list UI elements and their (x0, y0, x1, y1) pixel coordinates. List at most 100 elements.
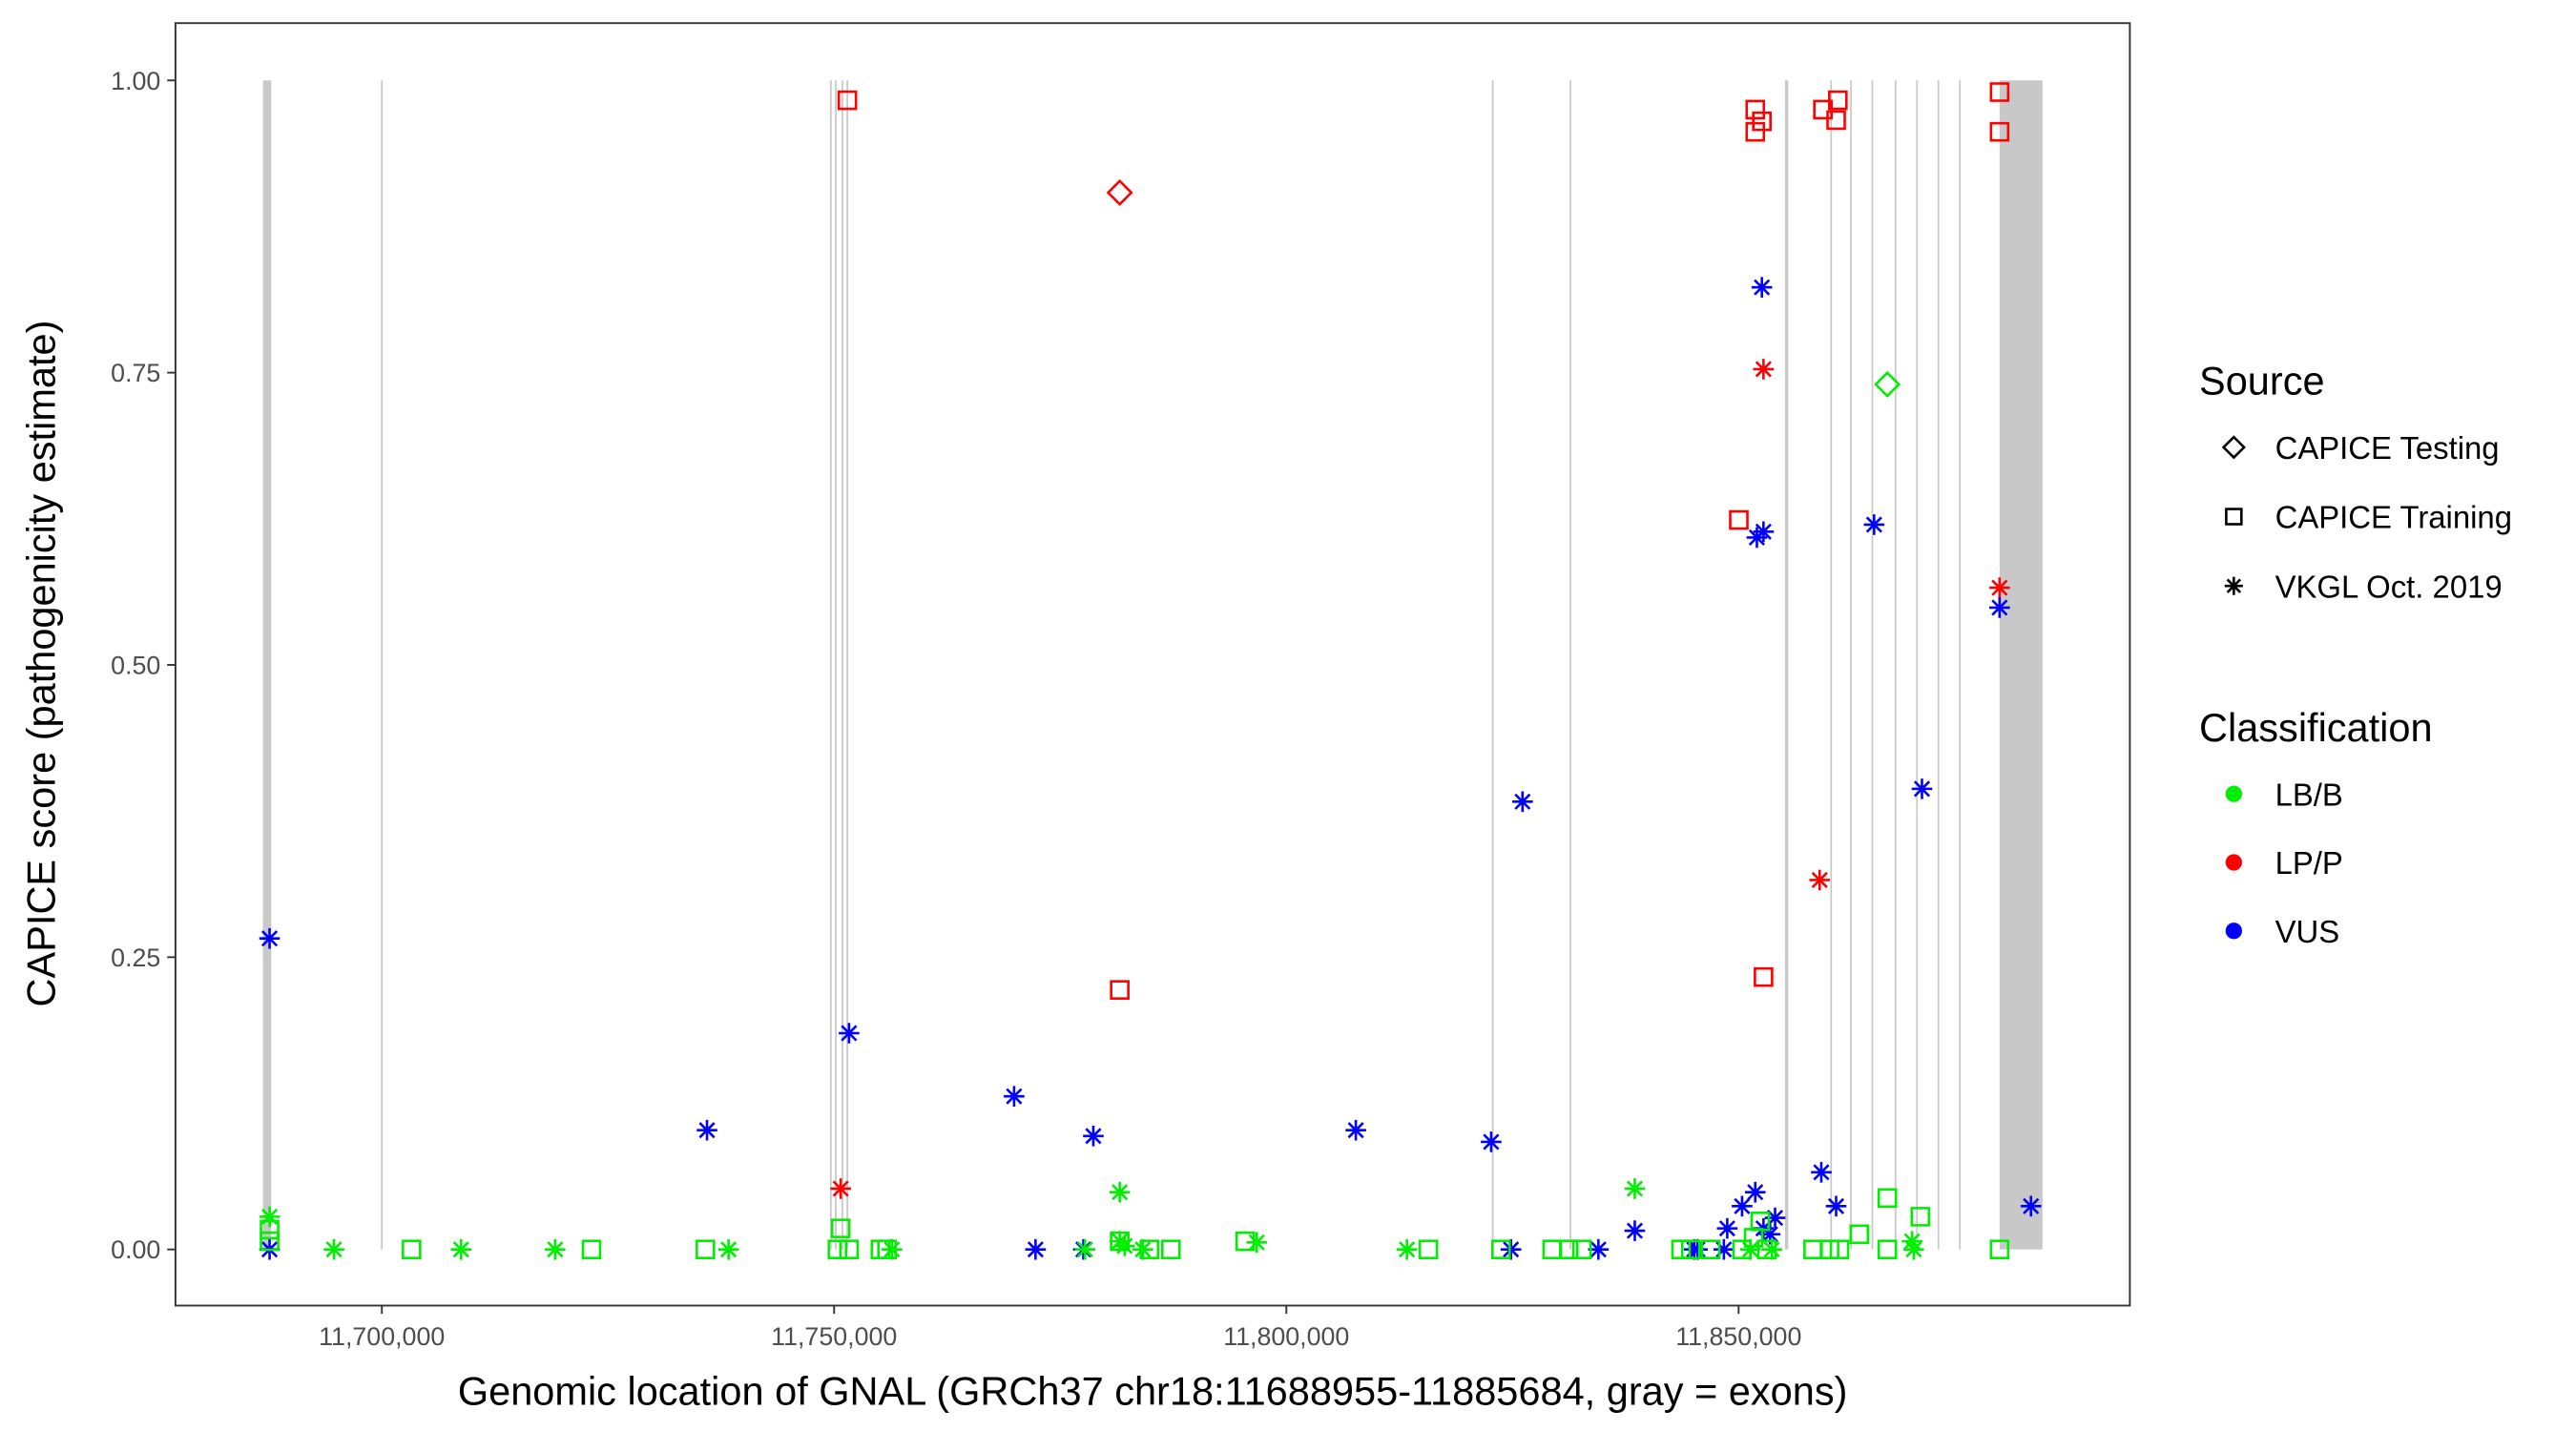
y-tick-label: 1.00 (111, 67, 160, 95)
data-point-training-lbb (1700, 1239, 1721, 1259)
y-tick-label: 0.75 (111, 359, 160, 387)
data-point-vkgl-lbb (882, 1238, 903, 1260)
data-point-vkgl-vus (1753, 521, 1775, 543)
exon-band (262, 80, 272, 1250)
exon-band (1850, 80, 1852, 1250)
data-point-training-lpp (837, 90, 858, 111)
data-point-vkgl-vus (1753, 1217, 1775, 1239)
exon-band (829, 80, 832, 1250)
data-point-training-lbb (827, 1239, 848, 1259)
data-point-training-lbb (877, 1239, 898, 1259)
data-point-training-lbb (1910, 1207, 1931, 1227)
data-point-vkgl-lbb (1903, 1238, 1924, 1260)
data-point-vkgl-vus (1911, 778, 1933, 799)
data-point-vkgl-lbb (323, 1238, 344, 1260)
data-point-vkgl-vus (1500, 1238, 1522, 1260)
y-tick-label: 0.00 (111, 1235, 160, 1264)
data-point-training-lpp (1729, 509, 1749, 530)
data-point-training-lbb (1680, 1239, 1701, 1259)
data-point-vkgl-lbb (1132, 1238, 1153, 1260)
data-point-training-lbb (1571, 1239, 1592, 1259)
data-point-vkgl-vus (1751, 277, 1773, 298)
data-point-vkgl-lbb (1396, 1238, 1418, 1260)
x-axis-title: Genomic location of GNAL (GRCh37 chr18:1… (458, 1368, 1848, 1413)
data-point-training-lbb (839, 1239, 860, 1259)
data-point-training-lbb (1671, 1239, 1692, 1259)
data-point-vkgl-vus (696, 1119, 717, 1141)
data-point-training-lbb (402, 1239, 422, 1259)
data-point-training-lpp (1989, 82, 2010, 102)
data-point-vkgl-vus (1744, 1181, 1766, 1203)
data-point-training-lpp (1754, 966, 1774, 987)
data-point-vkgl-vus (1624, 1220, 1646, 1241)
exon-band (1959, 80, 1962, 1250)
data-points (259, 82, 2042, 1260)
data-point-vkgl-vus (1732, 1195, 1753, 1217)
legend-circle-icon (2225, 785, 2242, 802)
data-point-training-lbb (1161, 1239, 1181, 1259)
data-point-training-lbb (1756, 1239, 1777, 1259)
legend-square-icon (2225, 508, 2243, 526)
data-point-training-lbb (1750, 1211, 1771, 1232)
data-point-vkgl-vus (1512, 791, 1533, 813)
data-point-vkgl-lbb (717, 1238, 739, 1260)
x-tick-label: 11,800,000 (1223, 1322, 1349, 1351)
y-tick-label: 0.50 (111, 651, 160, 679)
x-axis: 11,700,000 11,750,000 11,800,000 11,850,000 (319, 1305, 1801, 1351)
data-point-training-lpp (1752, 111, 1772, 132)
y-axis: 0.00 0.25 0.50 0.75 1.00 (111, 67, 176, 1264)
data-point-training-lbb (1558, 1239, 1579, 1259)
data-point-training-lbb (1235, 1231, 1256, 1252)
data-point-vkgl-lbb (1246, 1232, 1268, 1254)
exon-band (1999, 80, 2043, 1250)
data-point-vkgl-lbb (545, 1238, 566, 1260)
legend-source-label: CAPICE Testing (2275, 430, 2500, 466)
data-point-vkgl-lbb (1761, 1238, 1782, 1260)
data-point-training-lbb (1110, 1231, 1130, 1252)
exon-band (841, 80, 843, 1250)
legend-asterisk-icon (2224, 576, 2243, 595)
exon-band (1916, 80, 1919, 1250)
x-tick-label: 11,700,000 (319, 1322, 445, 1351)
data-point-training-lbb (1849, 1224, 1870, 1245)
data-point-training-lbb (1877, 1239, 1898, 1259)
data-point-training-lbb (1491, 1239, 1511, 1259)
data-point-training-lbb (1989, 1239, 2010, 1259)
data-point-training-lbb (1819, 1239, 1839, 1259)
data-point-vkgl-vus (1588, 1238, 1610, 1260)
legend-class-label: LB/B (2275, 777, 2343, 812)
data-point-vkgl-vus (1811, 1162, 1832, 1183)
data-point-vkgl-lpp (1989, 577, 2010, 598)
data-point-training-lbb (581, 1239, 602, 1259)
data-point-training-lbb (1732, 1239, 1753, 1259)
data-point-vkgl-vus (1716, 1217, 1738, 1239)
legend-diamond-icon (2221, 435, 2246, 460)
data-point-vkgl-vus (1083, 1126, 1104, 1147)
data-point-training-lbb (1139, 1239, 1160, 1259)
data-point-training-lbb (1418, 1239, 1439, 1259)
legend-class-label: VUS (2275, 914, 2340, 949)
legend: Source Classification CAPICE Testing CAPI… (2199, 358, 2512, 948)
data-point-vkgl-vus (1345, 1119, 1366, 1141)
data-point-testing-lpp (1106, 178, 1133, 206)
data-point-training-lpp (1110, 980, 1130, 1000)
legend-circle-icon (2225, 923, 2242, 940)
data-point-training-lbb (1877, 1188, 1898, 1209)
data-point-vkgl-lpp (1809, 869, 1831, 891)
data-point-training-lpp (1745, 99, 1766, 120)
data-point-vkgl-lbb (259, 1206, 280, 1228)
exon-band (1569, 80, 1571, 1250)
data-point-training-lbb (696, 1239, 716, 1259)
data-point-vkgl-vus (1004, 1086, 1025, 1107)
legend-circle-icon (2225, 854, 2242, 871)
data-point-vkgl-vus (1025, 1238, 1047, 1260)
data-point-vkgl-lbb (1114, 1235, 1135, 1256)
data-point-vkgl-vus (2020, 1195, 2042, 1217)
data-point-training-lpp (1745, 121, 1766, 142)
data-point-vkgl-vus (839, 1023, 860, 1044)
data-point-vkgl-vus (1714, 1238, 1735, 1260)
exon-band (835, 80, 837, 1250)
exon-band (1784, 80, 1789, 1250)
data-point-vkgl-lbb (450, 1238, 472, 1260)
